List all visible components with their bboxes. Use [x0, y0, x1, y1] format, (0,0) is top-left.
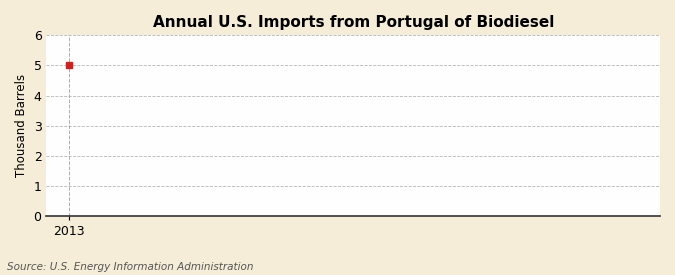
Text: Source: U.S. Energy Information Administration: Source: U.S. Energy Information Administ…	[7, 262, 253, 272]
Y-axis label: Thousand Barrels: Thousand Barrels	[15, 74, 28, 177]
Title: Annual U.S. Imports from Portugal of Biodiesel: Annual U.S. Imports from Portugal of Bio…	[153, 15, 554, 30]
